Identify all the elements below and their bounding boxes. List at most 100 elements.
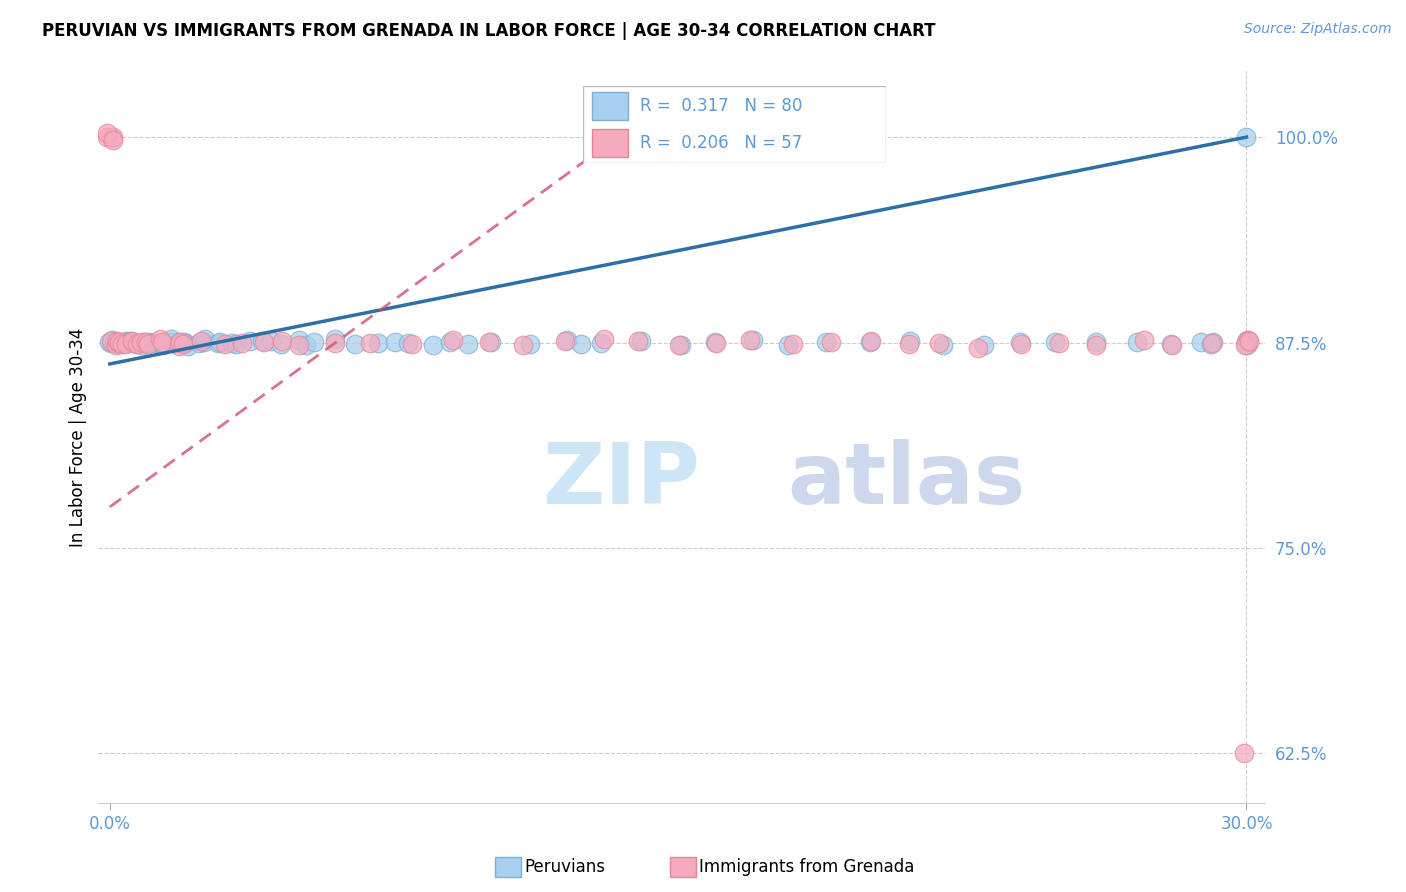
Point [1085,337,1108,351]
Point [105,338,128,352]
Point [139,335,162,350]
Point [630,334,652,349]
Point [159,334,181,349]
Point [1236,130,1258,145]
Point [973,337,995,351]
Point [252,334,274,349]
Point [105,334,128,348]
Point [1233,747,1256,761]
Point [302,334,325,349]
FancyBboxPatch shape [495,857,520,878]
Point [120,334,142,349]
Point [1234,338,1257,352]
Point [782,336,804,351]
Text: Peruvians: Peruvians [524,858,606,876]
Text: PERUVIAN VS IMMIGRANTS FROM GRENADA IN LABOR FORCE | AGE 30-34 CORRELATION CHART: PERUVIAN VS IMMIGRANTS FROM GRENADA IN L… [42,22,935,40]
Point [343,337,366,351]
Point [1239,335,1261,350]
Point [1199,336,1222,351]
Point [554,334,576,348]
Point [120,334,142,348]
Point [214,337,236,351]
Point [135,335,157,350]
Point [124,336,146,351]
Point [555,333,578,347]
Point [1010,337,1032,351]
Point [1236,333,1258,347]
Point [1201,336,1223,351]
Point [859,334,882,349]
Point [150,334,173,349]
Text: ZIP: ZIP [541,440,700,523]
Point [270,334,292,348]
Point [125,336,148,351]
Point [221,335,243,350]
Point [1202,335,1225,350]
Point [176,339,198,353]
Y-axis label: In Labor Force | Age 30-34: In Labor Force | Age 30-34 [69,327,87,547]
Point [187,335,209,350]
Point [1010,334,1032,349]
Point [401,336,423,351]
Point [193,335,215,350]
Point [124,336,146,351]
Point [668,338,690,352]
Point [207,335,229,350]
Point [1236,337,1258,351]
Point [173,335,195,350]
Point [439,335,461,350]
Text: Immigrants from Grenada: Immigrants from Grenada [699,858,915,876]
Point [138,335,160,350]
Point [134,334,156,349]
Point [101,133,124,147]
Point [239,334,262,348]
Point [591,336,613,351]
Point [626,334,648,348]
Point [323,336,346,351]
Point [897,337,920,351]
Point [100,335,122,350]
Point [569,336,592,351]
Point [295,338,318,352]
Point [932,337,955,351]
Point [457,337,479,351]
Point [103,336,125,351]
Point [96,126,118,140]
Point [159,333,181,347]
Point [1085,335,1108,350]
Point [167,335,190,350]
Point [967,341,990,355]
Point [117,335,139,350]
Point [111,337,134,351]
Point [1133,333,1156,347]
Point [704,336,727,351]
Point [260,334,283,349]
Point [96,130,118,145]
Point [1160,336,1182,351]
Point [231,335,253,350]
Point [323,332,346,346]
Point [148,336,170,351]
Point [115,336,138,351]
Point [167,339,190,353]
Point [150,337,173,351]
Point [117,336,139,351]
Point [1161,338,1184,352]
Point [1237,334,1260,348]
Text: Source: ZipAtlas.com: Source: ZipAtlas.com [1244,22,1392,37]
Point [100,333,122,347]
Point [169,335,191,350]
Point [149,332,172,346]
Point [152,336,174,351]
Point [1237,333,1260,347]
Point [512,337,534,351]
Point [225,337,247,351]
Point [190,334,212,348]
Point [270,337,292,351]
Point [859,335,882,350]
Point [153,335,176,350]
Point [117,334,139,349]
Point [103,130,125,145]
Point [815,335,838,350]
Point [134,335,156,350]
